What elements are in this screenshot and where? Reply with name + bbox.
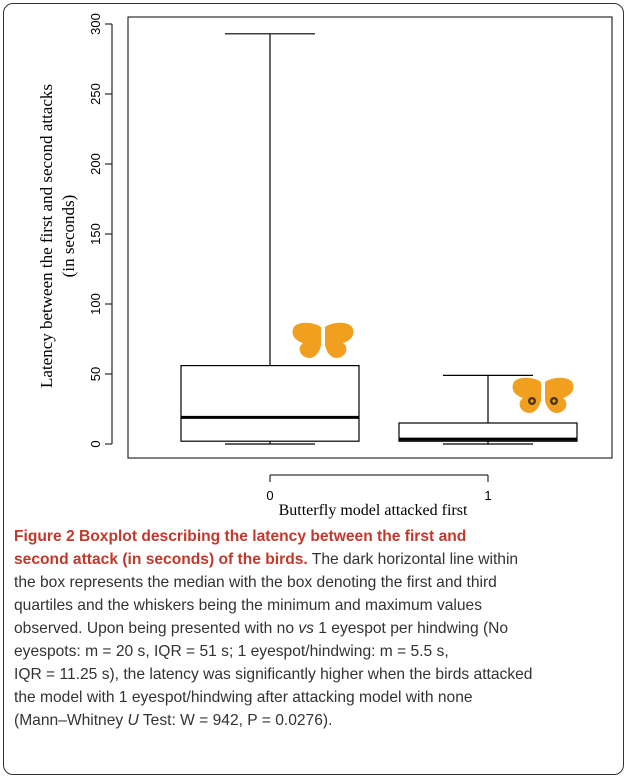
box-1 <box>398 374 578 445</box>
butterfly-with-eyespots-icon <box>512 377 574 413</box>
x-axis-label: Butterfly model attacked first <box>279 502 468 519</box>
y-tick-label: 50 <box>88 367 103 381</box>
caption-line-4: quartiles and the whiskers being the min… <box>14 597 483 614</box>
wing-right <box>325 322 354 358</box>
x-tick-label: 1 <box>484 488 491 503</box>
figure-caption: Figure 2 Boxplot describing the latency … <box>14 525 610 732</box>
wing-left <box>512 377 541 413</box>
caption-title-line-2: second attack (in seconds) of the birds. <box>14 551 308 568</box>
caption-vs: vs <box>298 620 314 637</box>
caption-line-3: the box represents the median with the b… <box>14 574 497 591</box>
iqr-box <box>398 422 578 442</box>
y-tick-label: 100 <box>88 293 103 315</box>
caption-line-9a: (Mann–Whitney <box>14 712 128 729</box>
caption-line-2-rest: The dark horizontal line within <box>307 551 519 568</box>
y-axis-label-line-1: Latency between the first and second att… <box>37 84 56 388</box>
y-tick-label: 0 <box>88 440 103 447</box>
caption-line-9b: Test: W = 942, P = 0.0276). <box>138 712 333 729</box>
caption-line-5b: 1 eyespot per hindwing (No <box>313 620 509 637</box>
y-axis: 0 50 100 150 200 250 300 <box>88 13 113 448</box>
eyespot-left-pupil <box>530 399 534 403</box>
y-axis-label-line-2: (in seconds) <box>59 195 78 278</box>
eyespot-right-pupil <box>552 399 556 403</box>
caption-line-8: the model with 1 eyespot/hindwing after … <box>14 689 473 706</box>
wing-right <box>545 377 574 413</box>
caption-u: U <box>127 712 139 729</box>
box-0 <box>180 33 360 445</box>
y-tick-label: 200 <box>88 153 103 175</box>
boxes <box>180 33 578 445</box>
caption-line-5a: observed. Upon being presented with no <box>14 620 299 637</box>
y-tick-label: 250 <box>88 83 103 105</box>
y-tick-label: 300 <box>88 13 103 35</box>
caption-line-7: IQR = 11.25 s), the latency was signific… <box>14 666 533 683</box>
y-tick-label: 150 <box>88 223 103 245</box>
caption-line-6: eyespots: m = 20 s, IQR = 51 s; 1 eyespo… <box>14 643 449 660</box>
butterfly-icons <box>292 322 574 413</box>
wing-left <box>292 322 321 358</box>
x-tick-label: 0 <box>266 488 273 503</box>
iqr-box <box>180 365 360 442</box>
plot-area-border <box>127 16 613 459</box>
caption-title-line-1: Figure 2 Boxplot describing the latency … <box>14 528 467 545</box>
butterfly-no-eyespots-icon <box>292 322 354 358</box>
